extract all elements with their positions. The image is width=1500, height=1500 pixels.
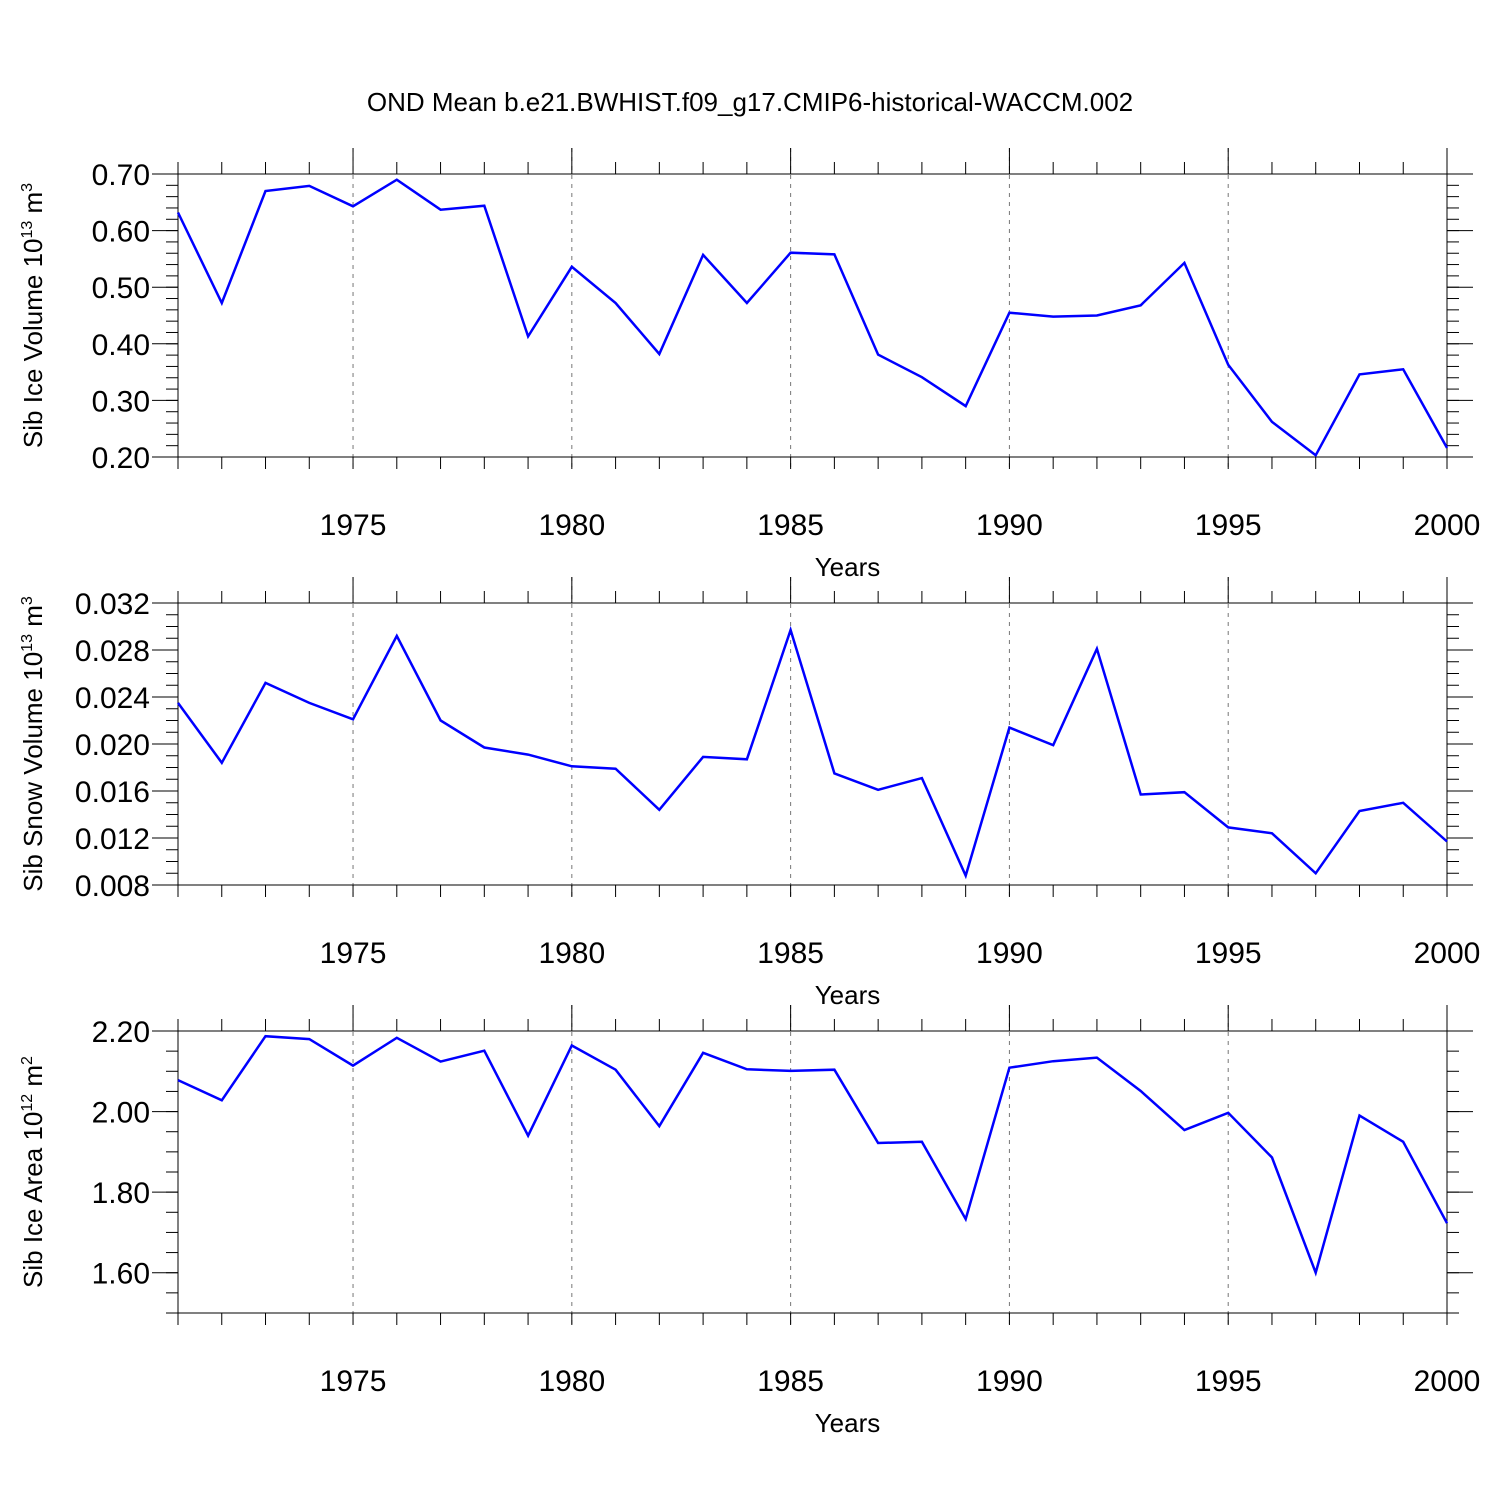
panel-1: 0.20 0.30 0.40 0.50 0.60 0.70 1975 1980 1985 1990… <box>18 148 1480 582</box>
x-tick-label: 1985 <box>757 509 824 542</box>
x-tick-label: 2000 <box>1414 509 1481 542</box>
y-tick-label: 0.020 <box>75 729 150 762</box>
x-tick-label: 1990 <box>976 937 1043 970</box>
y-tick-label: 0.024 <box>75 682 150 715</box>
y-tick-label: 0.60 <box>92 216 150 249</box>
y-tick-label: 1.60 <box>92 1258 150 1291</box>
series-line <box>176 178 1449 458</box>
x-tick-label: 1975 <box>320 1365 387 1398</box>
x-tick-label: 1980 <box>538 1365 605 1398</box>
x-axis-title: Years <box>815 1408 881 1438</box>
x-tick-label: 1980 <box>538 509 605 542</box>
panel-2: 0.008 0.012 0.016 0.020 0.024 0.028 0.032 1975 1… <box>18 577 1480 1010</box>
y-tick-label: 0.028 <box>75 635 150 668</box>
series-line <box>176 625 1448 880</box>
x-tick-label: 1990 <box>976 1365 1043 1398</box>
series-line <box>177 1034 1449 1277</box>
panels: 0.20 0.30 0.40 0.50 0.60 0.70 1975 1980 1985 1990… <box>18 148 1480 1438</box>
x-tick-label: 1995 <box>1195 509 1262 542</box>
y-tick-label: 2.20 <box>92 1016 150 1049</box>
y-tick-label: 1.80 <box>92 1177 150 1210</box>
x-tick-label: 1990 <box>976 509 1043 542</box>
y-tick-label: 0.50 <box>92 272 150 305</box>
x-axis-title: Years <box>815 552 881 582</box>
x-tick-label: 1985 <box>757 937 824 970</box>
y-tick-label: 0.30 <box>92 385 150 418</box>
x-tick-label: 2000 <box>1414 1365 1481 1398</box>
y-axis-title: Sib Ice Area 1012 m2 <box>18 1056 48 1288</box>
y-tick-label: 0.032 <box>75 588 150 621</box>
x-tick-label: 1975 <box>320 937 387 970</box>
panel-3: 1.60 1.80 2.00 2.20 1975 1980 1985 1990 1995 2000… <box>18 1005 1480 1438</box>
x-tick-label: 1985 <box>757 1365 824 1398</box>
y-tick-label: 0.008 <box>75 870 150 903</box>
x-axis-title: Years <box>815 980 881 1010</box>
x-tick-label: 1995 <box>1195 937 1262 970</box>
y-tick-label: 0.016 <box>75 776 150 809</box>
x-tick-label: 2000 <box>1414 937 1481 970</box>
y-tick-label: 2.00 <box>92 1097 150 1130</box>
y-tick-label: 0.40 <box>92 329 150 362</box>
x-tick-label: 1995 <box>1195 1365 1262 1398</box>
y-axis-title: Sib Snow Volume 1013 m3 <box>18 596 48 892</box>
y-tick-label: 0.70 <box>92 159 150 192</box>
x-tick-label: 1975 <box>320 509 387 542</box>
y-tick-label: 0.20 <box>92 442 150 475</box>
x-tick-label: 1980 <box>538 937 605 970</box>
plot-frame <box>177 173 1448 458</box>
y-tick-label: 0.012 <box>75 823 150 856</box>
y-axis-title: Sib Ice Volume 1013 m3 <box>18 183 48 448</box>
chart-title: OND Mean b.e21.BWHIST.f09_g17.CMIP6-hist… <box>367 87 1133 117</box>
